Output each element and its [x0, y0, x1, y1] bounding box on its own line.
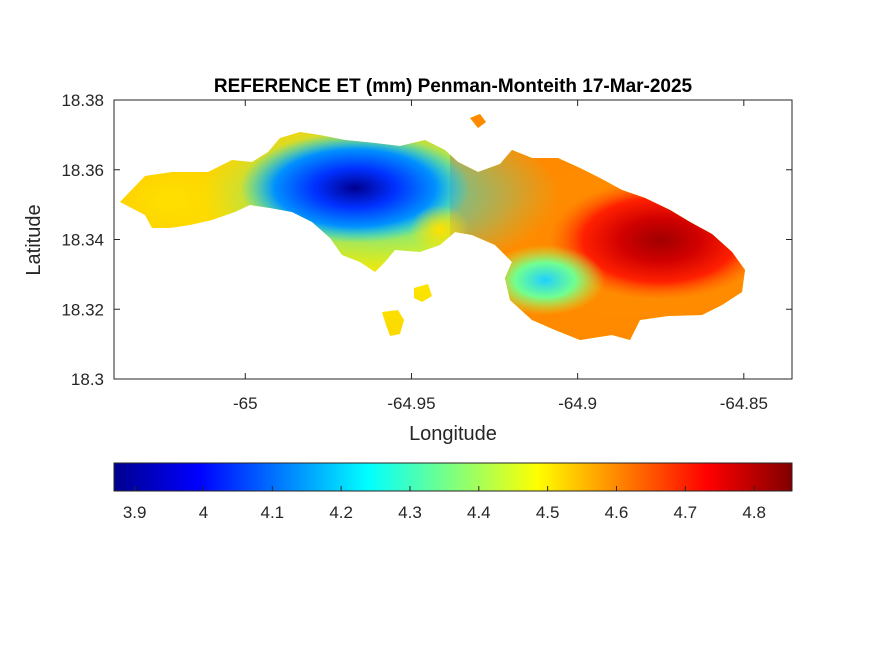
- x-tick-label: -64.9: [558, 394, 597, 413]
- x-tick-marks: [244, 100, 745, 379]
- colorbar-tick-label: 4.6: [605, 503, 629, 522]
- y-tick-label: 18.36: [61, 161, 104, 180]
- colorbar-tick-marks: [134, 486, 755, 491]
- y-tick-label: 18.34: [61, 231, 104, 250]
- colorbar-tick-label: 4.7: [673, 503, 697, 522]
- x-tick-labels: -65 -64.95 -64.9 -64.85: [233, 394, 768, 413]
- colorbar-tick-label: 4.4: [467, 503, 491, 522]
- colorbar-tick-label: 3.9: [123, 503, 147, 522]
- x-tick-label: -65: [233, 394, 258, 413]
- colorbar-tick-label: 4.5: [536, 503, 560, 522]
- y-tick-label: 18.38: [61, 91, 104, 110]
- y-tick-label: 18.32: [61, 300, 104, 319]
- chart-title: REFERENCE ET (mm) Penman-Monteith 17-Mar…: [214, 76, 693, 97]
- x-tick-label: -64.95: [387, 394, 435, 413]
- x-tick-label: -64.85: [720, 394, 768, 413]
- colorbar-tick-label: 4.8: [742, 503, 766, 522]
- x-axis-label: Longitude: [409, 423, 497, 445]
- colorbar-tick-label: 4: [199, 503, 208, 522]
- y-tick-marks: [114, 99, 792, 380]
- y-tick-labels: 18.3 18.32 18.34 18.36 18.38: [61, 91, 104, 389]
- colorbar: [113, 462, 793, 492]
- y-axis-label: Latitude: [23, 204, 45, 275]
- colorbar-tick-label: 4.1: [260, 503, 284, 522]
- colorbar-tick-label: 4.3: [398, 503, 422, 522]
- colorbar-tick-labels: 3.9 4 4.1 4.2 4.3 4.4 4.5 4.6 4.7 4.8: [123, 503, 766, 522]
- colorbar-tick-label: 4.2: [329, 503, 353, 522]
- y-tick-label: 18.3: [71, 370, 104, 389]
